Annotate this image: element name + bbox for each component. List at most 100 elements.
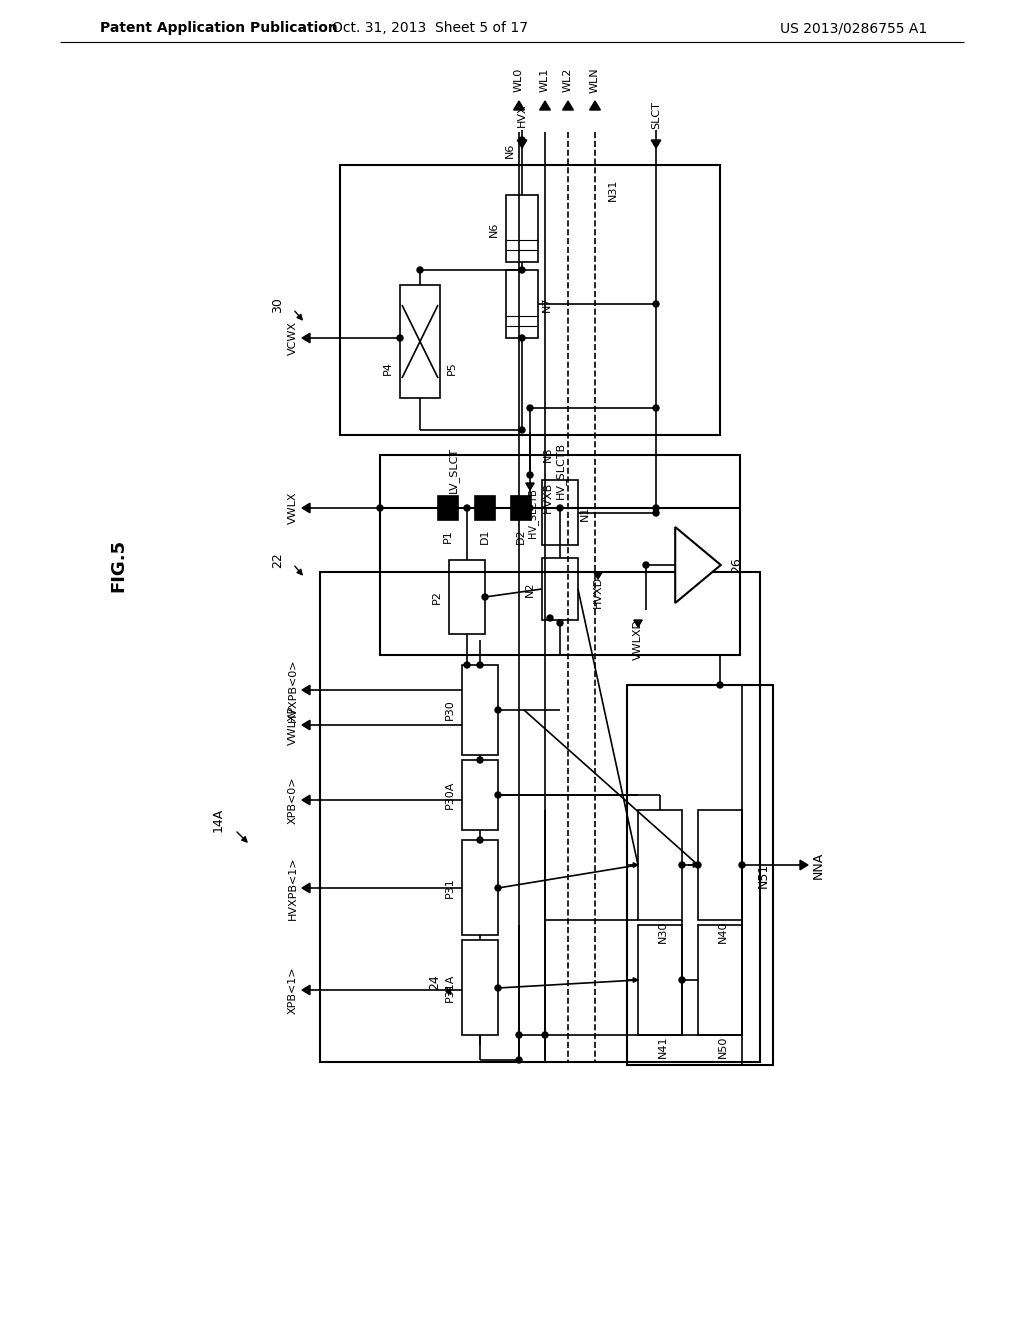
Text: N2: N2 [525, 581, 535, 597]
Polygon shape [675, 527, 721, 603]
Circle shape [495, 792, 501, 799]
Circle shape [643, 562, 649, 568]
Text: VCWX: VCWX [288, 321, 298, 355]
Polygon shape [594, 572, 602, 579]
Circle shape [695, 862, 701, 869]
Circle shape [527, 473, 534, 478]
Circle shape [653, 301, 659, 308]
Bar [627, 685, 773, 1065]
Text: WL2: WL2 [563, 67, 573, 92]
Text: D1: D1 [480, 528, 490, 544]
Text: P2: P2 [432, 590, 442, 605]
Text: P5: P5 [447, 362, 457, 375]
Text: WL0: WL0 [514, 67, 524, 92]
Text: HV_SLCTB: HV_SLCTB [555, 441, 565, 499]
Circle shape [519, 137, 525, 143]
Bar [698, 925, 742, 1035]
Text: 24: 24 [428, 974, 441, 990]
Text: VWLXP: VWLXP [288, 705, 298, 744]
Bar [462, 840, 498, 935]
Polygon shape [302, 503, 310, 512]
Circle shape [495, 884, 501, 891]
Text: NNA: NNA [811, 851, 824, 879]
Text: SLCT: SLCT [651, 102, 662, 129]
Bar [400, 285, 440, 399]
Circle shape [477, 663, 483, 668]
Circle shape [542, 1032, 548, 1038]
Circle shape [739, 862, 745, 869]
Text: N51: N51 [757, 862, 769, 887]
Circle shape [516, 1057, 522, 1063]
Text: N31: N31 [608, 178, 618, 201]
Bar [462, 760, 498, 830]
Text: N1: N1 [580, 506, 590, 520]
Bar [506, 195, 538, 261]
Circle shape [519, 267, 525, 273]
Bar [638, 925, 682, 1035]
Text: 14A: 14A [212, 808, 224, 832]
Circle shape [527, 506, 534, 511]
Text: XPB<0>: XPB<0> [288, 776, 298, 824]
Bar [542, 558, 578, 620]
Text: VWLXD: VWLXD [633, 619, 643, 660]
Polygon shape [525, 483, 535, 490]
Bar [542, 480, 578, 545]
Circle shape [495, 985, 501, 991]
Text: XPB<1>: XPB<1> [288, 966, 298, 1014]
Circle shape [653, 510, 659, 516]
Text: WLN: WLN [590, 67, 600, 92]
Text: WL1: WL1 [540, 67, 550, 92]
Circle shape [464, 663, 470, 668]
Polygon shape [517, 140, 526, 148]
Polygon shape [302, 333, 310, 343]
Text: P1: P1 [443, 529, 453, 543]
Polygon shape [302, 985, 310, 995]
Text: P31: P31 [445, 878, 455, 899]
Circle shape [477, 756, 483, 763]
Text: N30: N30 [658, 921, 668, 944]
Circle shape [377, 506, 383, 511]
Text: P4: P4 [383, 362, 393, 375]
Circle shape [519, 426, 525, 433]
Bar [511, 496, 531, 520]
Bar [506, 271, 538, 338]
Circle shape [717, 682, 723, 688]
Polygon shape [590, 102, 600, 110]
Text: N50: N50 [718, 1036, 728, 1059]
Text: D2: D2 [516, 528, 526, 544]
Bar [698, 810, 742, 920]
Text: 22: 22 [271, 552, 285, 568]
Text: Patent Application Publication: Patent Application Publication [100, 21, 338, 36]
Text: 30: 30 [271, 297, 285, 313]
Text: N6: N6 [489, 222, 499, 236]
Text: N41: N41 [658, 1036, 668, 1059]
Text: HVXPB<0>: HVXPB<0> [288, 659, 298, 722]
Polygon shape [514, 102, 524, 110]
Bar [462, 665, 498, 755]
Bar [475, 496, 495, 520]
Polygon shape [302, 883, 310, 892]
Circle shape [495, 708, 501, 713]
Polygon shape [800, 861, 808, 870]
Circle shape [679, 977, 685, 983]
Text: N40: N40 [718, 921, 728, 944]
Text: FIG.5: FIG.5 [109, 539, 127, 591]
Bar [340, 165, 720, 436]
Circle shape [417, 267, 423, 273]
Bar [380, 455, 740, 655]
Text: VWLX: VWLX [288, 492, 298, 524]
Circle shape [519, 335, 525, 341]
Text: P30A: P30A [445, 781, 455, 809]
Polygon shape [634, 620, 642, 627]
Polygon shape [540, 102, 551, 110]
Text: N7: N7 [542, 296, 552, 312]
Text: US 2013/0286755 A1: US 2013/0286755 A1 [780, 21, 928, 36]
Bar [638, 810, 682, 920]
Circle shape [547, 615, 553, 620]
Text: LV_SLCT: LV_SLCT [447, 447, 459, 494]
Text: P31A: P31A [445, 974, 455, 1002]
Text: HVXPB<1>: HVXPB<1> [288, 857, 298, 920]
Text: HVXD: HVXD [593, 576, 603, 609]
Circle shape [557, 620, 563, 626]
Polygon shape [562, 102, 573, 110]
